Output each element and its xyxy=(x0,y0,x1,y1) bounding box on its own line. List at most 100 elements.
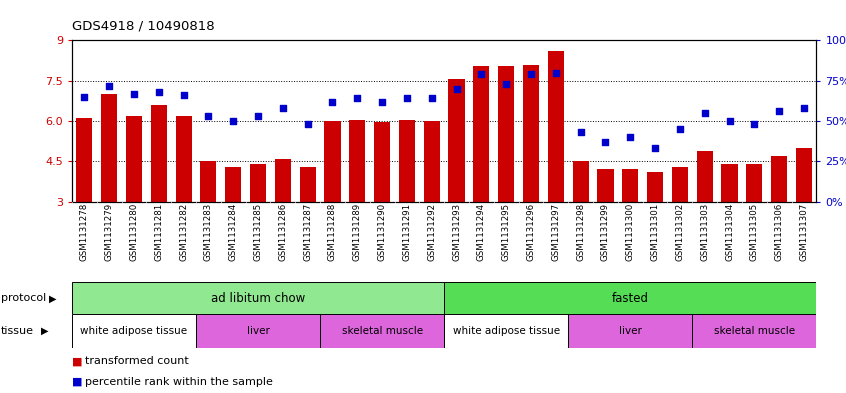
Bar xyxy=(250,164,266,202)
Text: skeletal muscle: skeletal muscle xyxy=(342,326,423,336)
Bar xyxy=(101,94,118,202)
Point xyxy=(673,126,687,132)
Text: GSM1131306: GSM1131306 xyxy=(775,203,783,261)
Point xyxy=(599,139,613,145)
Point xyxy=(301,121,315,127)
Bar xyxy=(324,121,341,202)
Text: GDS4918 / 10490818: GDS4918 / 10490818 xyxy=(72,20,215,33)
Bar xyxy=(196,314,320,348)
Text: GSM1131302: GSM1131302 xyxy=(675,203,684,261)
Text: skeletal muscle: skeletal muscle xyxy=(714,326,795,336)
Text: GSM1131285: GSM1131285 xyxy=(254,203,262,261)
Bar xyxy=(76,118,92,202)
Point xyxy=(549,70,563,76)
Point xyxy=(648,145,662,152)
Bar xyxy=(398,120,415,202)
Text: liver: liver xyxy=(246,326,270,336)
Bar xyxy=(473,66,490,202)
Point xyxy=(350,95,364,102)
Text: GSM1131304: GSM1131304 xyxy=(725,203,734,261)
Point xyxy=(78,94,91,100)
Point xyxy=(450,86,464,92)
Point xyxy=(201,113,215,119)
Bar xyxy=(444,314,569,348)
Text: GSM1131280: GSM1131280 xyxy=(129,203,139,261)
Text: GSM1131294: GSM1131294 xyxy=(477,203,486,261)
Point xyxy=(251,113,265,119)
Bar xyxy=(175,116,192,202)
Point xyxy=(152,89,166,95)
Point xyxy=(376,99,389,105)
Text: GSM1131278: GSM1131278 xyxy=(80,203,89,261)
Point xyxy=(574,129,587,136)
Bar xyxy=(299,167,316,202)
Bar xyxy=(349,120,365,202)
Bar xyxy=(374,122,390,202)
Bar xyxy=(597,169,613,202)
Bar xyxy=(225,167,241,202)
Bar xyxy=(622,169,639,202)
Bar xyxy=(569,314,692,348)
Bar xyxy=(72,314,196,348)
Bar xyxy=(424,121,440,202)
Text: percentile rank within the sample: percentile rank within the sample xyxy=(85,377,273,387)
Point xyxy=(127,90,140,97)
Text: GSM1131292: GSM1131292 xyxy=(427,203,437,261)
Text: GSM1131281: GSM1131281 xyxy=(154,203,163,261)
Text: ▶: ▶ xyxy=(49,293,57,303)
Text: GSM1131307: GSM1131307 xyxy=(799,203,809,261)
Point xyxy=(797,105,810,111)
Text: GSM1131296: GSM1131296 xyxy=(526,203,536,261)
Bar xyxy=(647,172,663,202)
Text: fasted: fasted xyxy=(612,292,649,305)
Bar xyxy=(692,314,816,348)
Text: GSM1131289: GSM1131289 xyxy=(353,203,362,261)
Point xyxy=(400,95,414,102)
Point xyxy=(748,121,761,127)
Text: GSM1131282: GSM1131282 xyxy=(179,203,188,261)
Text: GSM1131279: GSM1131279 xyxy=(105,203,113,261)
Bar xyxy=(201,161,217,202)
Text: GSM1131303: GSM1131303 xyxy=(700,203,709,261)
Text: GSM1131283: GSM1131283 xyxy=(204,203,213,261)
Bar xyxy=(320,314,444,348)
Text: GSM1131297: GSM1131297 xyxy=(552,203,560,261)
Text: GSM1131286: GSM1131286 xyxy=(278,203,288,261)
Text: GSM1131298: GSM1131298 xyxy=(576,203,585,261)
Point xyxy=(624,134,637,140)
Text: GSM1131295: GSM1131295 xyxy=(502,203,511,261)
Bar xyxy=(275,159,291,202)
Point xyxy=(722,118,736,124)
Bar xyxy=(746,164,762,202)
Point xyxy=(772,108,786,114)
Text: GSM1131291: GSM1131291 xyxy=(403,203,411,261)
Text: GSM1131288: GSM1131288 xyxy=(328,203,337,261)
Bar xyxy=(523,64,539,202)
Point xyxy=(525,71,538,77)
Point xyxy=(227,118,240,124)
Text: tissue: tissue xyxy=(1,326,34,336)
Text: protocol: protocol xyxy=(1,293,46,303)
Bar xyxy=(796,148,812,202)
Bar xyxy=(448,79,464,202)
Bar xyxy=(498,66,514,202)
Point xyxy=(177,92,190,98)
Text: GSM1131287: GSM1131287 xyxy=(303,203,312,261)
Bar xyxy=(696,151,713,202)
Bar xyxy=(771,156,788,202)
Text: transformed count: transformed count xyxy=(85,356,190,366)
Point xyxy=(499,81,513,87)
Bar xyxy=(722,164,738,202)
Point xyxy=(102,83,116,89)
Text: ■: ■ xyxy=(72,356,82,366)
Bar xyxy=(573,161,589,202)
Text: GSM1131300: GSM1131300 xyxy=(626,203,634,261)
Text: white adipose tissue: white adipose tissue xyxy=(453,326,560,336)
Text: GSM1131299: GSM1131299 xyxy=(601,203,610,261)
Text: GSM1131293: GSM1131293 xyxy=(452,203,461,261)
Text: GSM1131290: GSM1131290 xyxy=(377,203,387,261)
Bar xyxy=(672,167,688,202)
Text: liver: liver xyxy=(618,326,642,336)
Text: GSM1131305: GSM1131305 xyxy=(750,203,759,261)
Text: GSM1131284: GSM1131284 xyxy=(228,203,238,261)
